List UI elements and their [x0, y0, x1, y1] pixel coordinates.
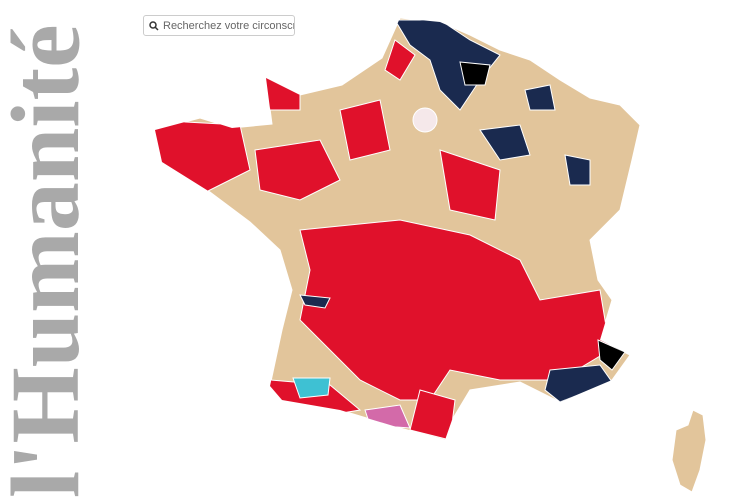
- region: [299, 219, 611, 401]
- region: [299, 294, 331, 309]
- search-placeholder: Recherchez votre circonscr: [163, 19, 294, 32]
- region: [384, 39, 416, 81]
- region: [524, 84, 556, 111]
- search-icon: [149, 20, 159, 31]
- region: [339, 99, 391, 161]
- region: [564, 154, 591, 186]
- region: [394, 19, 501, 111]
- logo: l'Humanité: [0, 24, 90, 498]
- region: [544, 364, 613, 403]
- corsica: [671, 409, 707, 493]
- logo-panel: l'Humanité: [0, 24, 90, 498]
- region: [459, 61, 491, 86]
- search-box[interactable]: Recherchez votre circonscr: [143, 15, 295, 36]
- region: [292, 377, 331, 399]
- region: [479, 124, 531, 161]
- region: [439, 149, 501, 221]
- region: [412, 107, 438, 133]
- region: [254, 139, 341, 201]
- region: [597, 339, 626, 371]
- region: [409, 389, 456, 440]
